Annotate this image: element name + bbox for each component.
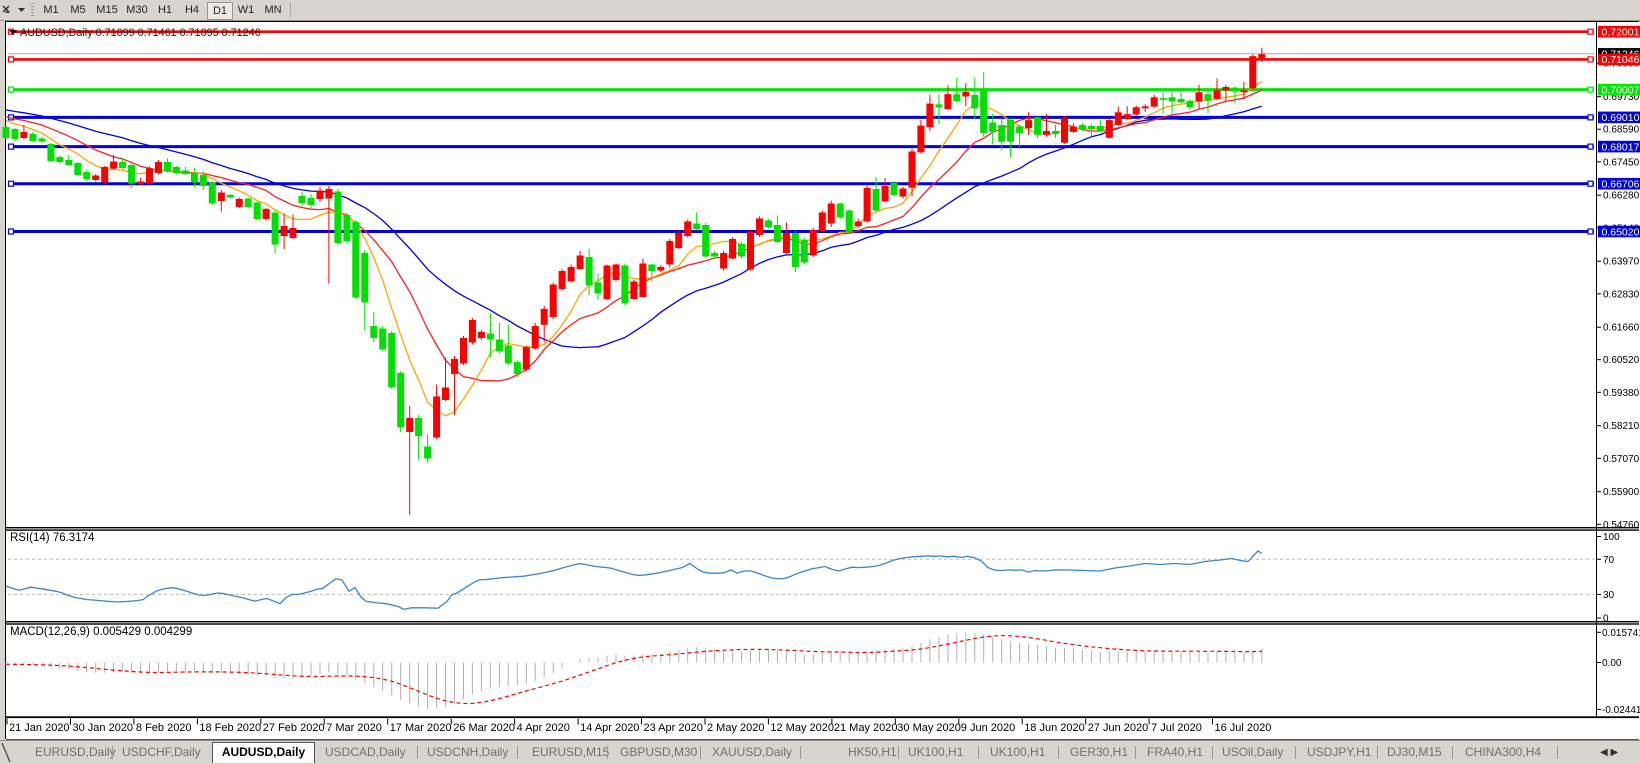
svg-text:16 Jul 2020: 16 Jul 2020	[1215, 722, 1272, 734]
svg-text:27 Jun 2020: 27 Jun 2020	[1088, 722, 1149, 734]
svg-text:17 Mar 2020: 17 Mar 2020	[390, 722, 452, 734]
svg-text:70: 70	[1603, 555, 1615, 566]
svg-text:100: 100	[1603, 532, 1620, 543]
svg-text:0.60520: 0.60520	[1603, 355, 1640, 366]
svg-text:4 Apr 2020: 4 Apr 2020	[517, 722, 570, 734]
svg-text:0.65020: 0.65020	[1602, 226, 1640, 238]
svg-text:7 Jul 2020: 7 Jul 2020	[1151, 722, 1202, 734]
svg-text:0.54760: 0.54760	[1603, 520, 1640, 531]
svg-text:18 Jun 2020: 18 Jun 2020	[1024, 722, 1085, 734]
svg-text:0.63970: 0.63970	[1603, 257, 1640, 268]
svg-text:0.66280: 0.66280	[1603, 191, 1640, 202]
svg-text:0.72001: 0.72001	[1602, 27, 1640, 39]
svg-text:0.69730: 0.69730	[1603, 92, 1640, 103]
svg-text:14 Apr 2020: 14 Apr 2020	[580, 722, 639, 734]
svg-text:MACD(12,26,9) 0.005429 0.00429: MACD(12,26,9) 0.005429 0.004299	[10, 626, 192, 638]
svg-text:21 Jan 2020: 21 Jan 2020	[9, 722, 70, 734]
svg-text:18 Feb 2020: 18 Feb 2020	[199, 722, 261, 734]
svg-text:27 Feb 2020: 27 Feb 2020	[263, 722, 325, 734]
svg-text:0.00: 0.00	[1602, 658, 1622, 669]
svg-text:23 Apr 2020: 23 Apr 2020	[644, 722, 703, 734]
svg-text:-0.024412: -0.024412	[1602, 705, 1640, 716]
svg-text:0.70007: 0.70007	[1602, 84, 1640, 96]
svg-text:AUDUSD,Daily 0.71099 0.71461: AUDUSD,Daily 0.71099 0.71461 0.71095 0.7…	[20, 27, 261, 39]
svg-text:30 May 2020: 30 May 2020	[897, 722, 961, 734]
svg-text:0.71046: 0.71046	[1602, 54, 1640, 66]
svg-text:26 Mar 2020: 26 Mar 2020	[453, 722, 515, 734]
svg-text:RSI(14) 76.3174: RSI(14) 76.3174	[10, 532, 95, 544]
svg-text:12 May 2020: 12 May 2020	[770, 722, 834, 734]
svg-text:0.66706: 0.66706	[1602, 179, 1640, 191]
svg-text:0.57070: 0.57070	[1603, 454, 1640, 465]
svg-text:0.015741: 0.015741	[1602, 628, 1640, 639]
svg-text:0.68590: 0.68590	[1603, 125, 1640, 136]
svg-text:8 Feb 2020: 8 Feb 2020	[136, 722, 192, 734]
svg-text:9 Jun 2020: 9 Jun 2020	[961, 722, 1015, 734]
svg-text:0.69010: 0.69010	[1602, 112, 1640, 124]
svg-text:0.68017: 0.68017	[1602, 141, 1640, 153]
svg-text:0.59380: 0.59380	[1603, 388, 1640, 399]
svg-text:2 May 2020: 2 May 2020	[707, 722, 764, 734]
svg-text:0.61660: 0.61660	[1603, 323, 1640, 334]
svg-text:0.67450: 0.67450	[1603, 157, 1640, 168]
svg-text:0: 0	[1603, 614, 1609, 625]
svg-text:30 Jan 2020: 30 Jan 2020	[73, 722, 134, 734]
svg-text:0.58210: 0.58210	[1603, 421, 1640, 432]
svg-text:30: 30	[1603, 590, 1615, 601]
svg-text:7 Mar 2020: 7 Mar 2020	[326, 722, 382, 734]
svg-text:21 May 2020: 21 May 2020	[834, 722, 898, 734]
svg-text:0.62830: 0.62830	[1603, 289, 1640, 300]
svg-text:0.55900: 0.55900	[1603, 487, 1640, 498]
